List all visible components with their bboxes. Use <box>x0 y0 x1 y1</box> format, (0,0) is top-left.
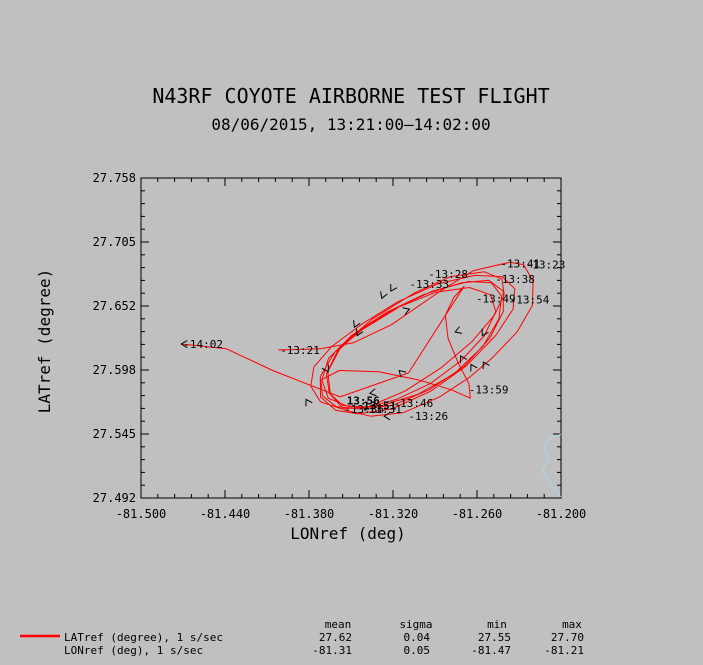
time-label: -13:23 <box>526 259 566 272</box>
y-axis-tick-labels: 27.758 27.705 27.652 27.598 27.545 27.492 <box>93 171 136 505</box>
direction-arrow <box>398 369 407 378</box>
x-tick-label: -81.440 <box>200 507 251 521</box>
legend-lat-max: 27.70 <box>551 631 584 644</box>
time-label: 13:56 <box>347 395 380 408</box>
legend-lat-sigma: 0.04 <box>404 631 431 644</box>
y-tick-label: 27.705 <box>93 235 136 249</box>
flight-track-line <box>181 261 534 417</box>
direction-arrow <box>390 284 398 292</box>
x-tick-label: -81.380 <box>284 507 335 521</box>
legend-lon-sigma: 0.05 <box>404 644 431 657</box>
legend-header-min: min <box>487 618 507 631</box>
y-tick-label: 27.598 <box>93 363 136 377</box>
chart-title: N43RF COYOTE AIRBORNE TEST FLIGHT <box>152 84 549 108</box>
time-label: 13:51 <box>363 399 396 412</box>
x-tick-label: -81.260 <box>452 507 503 521</box>
time-label: -13:28 <box>428 268 468 281</box>
time-label: -13:59 <box>469 384 509 397</box>
legend-lon-max: -81.21 <box>544 644 584 657</box>
direction-arrow <box>305 398 313 407</box>
direction-arrow <box>383 412 391 421</box>
time-label: -13:21 <box>280 344 320 357</box>
coastline-line <box>542 433 562 498</box>
y-tick-label: 27.492 <box>93 491 136 505</box>
plot-content: -14:02 -13:21 -13:23-13:41 -13:28 -13:38 -13:… <box>180 257 566 498</box>
time-label: -13:36 <box>344 403 384 416</box>
x-axis-tick-labels: -81.500 -81.440 -81.380 -81.320 -81.260 -81.2… <box>116 507 587 521</box>
time-label: -13:33 <box>409 278 449 291</box>
time-label: -13:49 <box>476 292 516 305</box>
direction-arrow <box>380 291 388 300</box>
y-axis-ticks <box>141 177 561 499</box>
legend-label-lon: LONref (deg), 1 s/sec <box>64 644 203 657</box>
x-axis-label: LONref (deg) <box>290 524 406 543</box>
time-label: -13:38 <box>495 273 535 286</box>
legend-header-mean: mean <box>325 618 352 631</box>
direction-arrow <box>454 326 463 334</box>
legend-lon-mean: -81.31 <box>312 644 352 657</box>
time-label: -13:54 <box>510 294 550 307</box>
time-label: -13:26 <box>408 410 448 423</box>
direction-arrow <box>470 363 478 372</box>
legend-lat-min: 27.55 <box>478 631 511 644</box>
direction-arrow <box>459 355 468 364</box>
legend-header-sigma: sigma <box>399 618 432 631</box>
y-tick-label: 27.545 <box>93 427 136 441</box>
direction-arrow <box>355 328 364 337</box>
direction-arrow <box>353 320 361 329</box>
y-tick-label: 27.652 <box>93 299 136 313</box>
y-tick-label: 27.758 <box>93 171 136 185</box>
direction-arrow <box>180 339 188 349</box>
legend-lat-mean: 27.62 <box>319 631 352 644</box>
direction-arrow <box>368 388 377 397</box>
plot-area-frame <box>140 177 562 499</box>
x-tick-label: -81.200 <box>536 507 587 521</box>
chart-subtitle: 08/06/2015, 13:21:00–14:02:00 <box>211 115 490 134</box>
legend-header-max: max <box>562 618 582 631</box>
legend-lon-min: -81.47 <box>471 644 511 657</box>
time-label: -14:02 <box>183 338 223 351</box>
direction-arrow <box>481 328 489 337</box>
legend-stats-table: mean sigma min max LATref (degree), 1 s/… <box>20 618 584 657</box>
direction-arrow <box>321 364 329 373</box>
direction-arrow <box>402 307 411 315</box>
x-axis-ticks <box>140 178 562 498</box>
time-label: -13:41 <box>500 257 540 270</box>
time-label: -13:46 <box>394 397 434 410</box>
x-tick-label: -81.320 <box>368 507 419 521</box>
direction-arrow <box>482 361 490 370</box>
y-axis-label: LATref (degree) <box>35 269 54 414</box>
legend-label-lat: LATref (degree), 1 s/sec <box>64 631 223 644</box>
x-tick-label: -81.500 <box>116 507 167 521</box>
time-label: -13:31 <box>362 403 402 416</box>
